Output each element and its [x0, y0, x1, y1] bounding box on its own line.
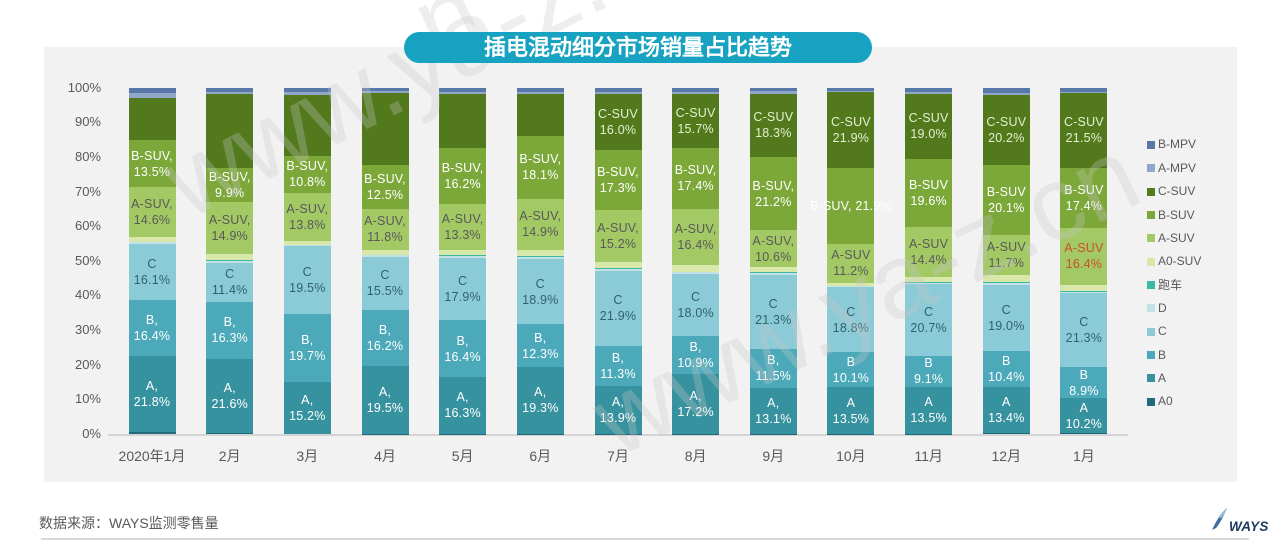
svg-text:WAYS: WAYS [1229, 519, 1269, 534]
